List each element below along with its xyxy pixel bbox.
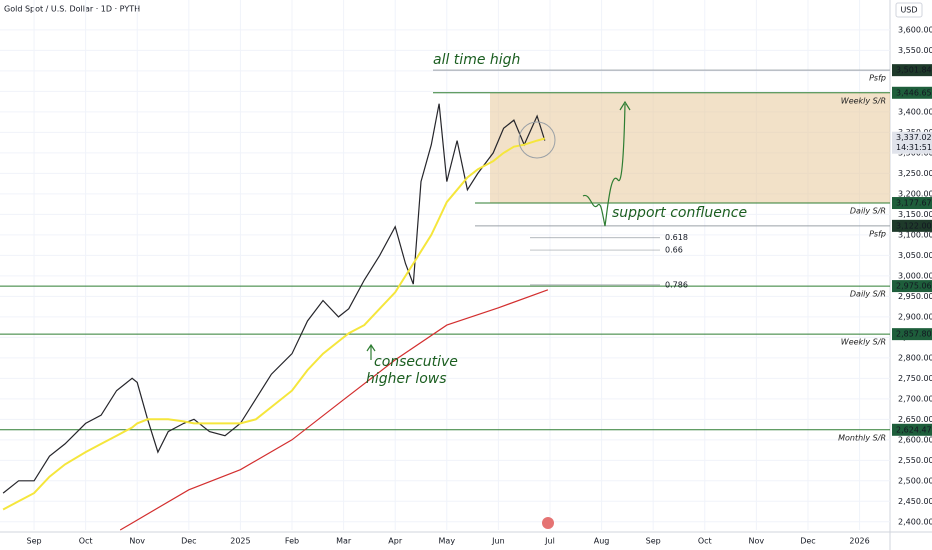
price-tag-label: 3,177.670 [896, 199, 932, 208]
zone [490, 92, 890, 204]
price-tag-label: 3,122.000 [896, 221, 932, 230]
y-tick-label: 2,700.00 [898, 394, 932, 403]
y-tick-label: 2,400.00 [898, 517, 932, 526]
level-name: Daily S/R [850, 290, 886, 299]
fib-label: 0.66 [665, 246, 683, 255]
price-tag-label: 2,624.470 [896, 425, 932, 434]
projection-arrow [582, 103, 626, 227]
y-tick-label: 3,250.00 [898, 169, 932, 178]
price-tag-label: 2,975.066 [896, 282, 932, 291]
level-name: Psfp [869, 74, 886, 83]
x-tick-label: 2026 [849, 537, 869, 546]
price-tag [892, 328, 932, 341]
y-tick-label: 3,150.00 [898, 210, 932, 219]
x-tick-label: Sep [27, 537, 42, 546]
event-icon [542, 517, 554, 529]
arrow-head [619, 100, 631, 111]
x-tick-label: May [439, 537, 456, 546]
y-tick-label: 2,650.00 [898, 415, 932, 424]
x-tick-label: 2025 [230, 537, 250, 546]
current-price-tag [892, 131, 932, 154]
annotation: higher lows [366, 371, 447, 387]
y-tick-label: 2,450.00 [898, 497, 932, 506]
y-tick-label: 3,000.00 [898, 271, 932, 280]
price-tag [892, 423, 932, 436]
y-tick-label: 3,400.00 [898, 107, 932, 116]
y-tick-label: 2,900.00 [898, 312, 932, 321]
price-tag [892, 219, 932, 232]
price-tag [892, 280, 932, 293]
highlight-circle [518, 121, 556, 159]
y-tick-label: 3,200.00 [898, 189, 932, 198]
y-tick-label: 2,950.00 [898, 292, 932, 301]
x-tick-label: Jul [544, 537, 555, 546]
x-tick-label: Apr [388, 537, 403, 546]
y-tick-label: 2,600.00 [898, 435, 932, 444]
annotation: all time high [433, 52, 520, 68]
price-tag-label: 2,857.802 [896, 330, 932, 339]
y-tick-label: 3,600.00 [898, 25, 932, 34]
price-tag-label: 3,501.843 [896, 66, 932, 75]
annotation: consecutive [374, 354, 458, 370]
x-tick-label: Nov [749, 537, 765, 546]
price-tag-label: 3,446.655 [896, 88, 932, 97]
x-tick-label: Mar [336, 537, 352, 546]
x-tick-label: Feb [285, 537, 299, 546]
x-tick-label: Dec [181, 537, 196, 546]
level-name: Weekly S/R [841, 338, 886, 347]
x-tick-label: Oct [79, 537, 93, 546]
x-tick-label: Dec [800, 537, 815, 546]
y-tick-label: 3,100.00 [898, 230, 932, 239]
x-tick-label: Jun [491, 537, 505, 546]
x-tick-label: Oct [698, 537, 712, 546]
price-tag [892, 86, 932, 99]
level-name: Weekly S/R [841, 96, 886, 105]
series-line [2, 103, 546, 494]
series-line [2, 137, 546, 511]
level-name: Monthly S/R [838, 433, 886, 442]
y-tick-label: 2,750.00 [898, 374, 932, 383]
current-price-label: 3,337.028 [896, 133, 932, 142]
y-tick-label: 2,550.00 [898, 456, 932, 465]
chart-title: Gold Spot / U.S. Dollar · 1D · PYTH [4, 5, 140, 14]
price-tag [892, 197, 932, 210]
y-tick-label: 2,500.00 [898, 476, 932, 485]
series-line [119, 289, 549, 531]
fib-label: 0.786 [665, 280, 688, 289]
y-tick-label: 2,800.00 [898, 353, 932, 362]
x-tick-label: Sep [646, 537, 661, 546]
countdown: 14:31:51 [896, 143, 932, 152]
y-tick-label: 3,550.00 [898, 46, 932, 55]
unit-box [895, 2, 923, 18]
arrow [366, 343, 376, 360]
fib-label: 0.618 [665, 233, 688, 242]
price-tag [892, 64, 932, 77]
level-name: Daily S/R [850, 207, 886, 216]
x-tick-label: Aug [594, 537, 610, 546]
x-tick-label: Nov [129, 537, 145, 546]
y-unit: USD [900, 6, 917, 15]
level-name: Psfp [869, 229, 886, 238]
annotation: support confluence [612, 205, 747, 221]
y-tick-label: 3,050.00 [898, 251, 932, 260]
